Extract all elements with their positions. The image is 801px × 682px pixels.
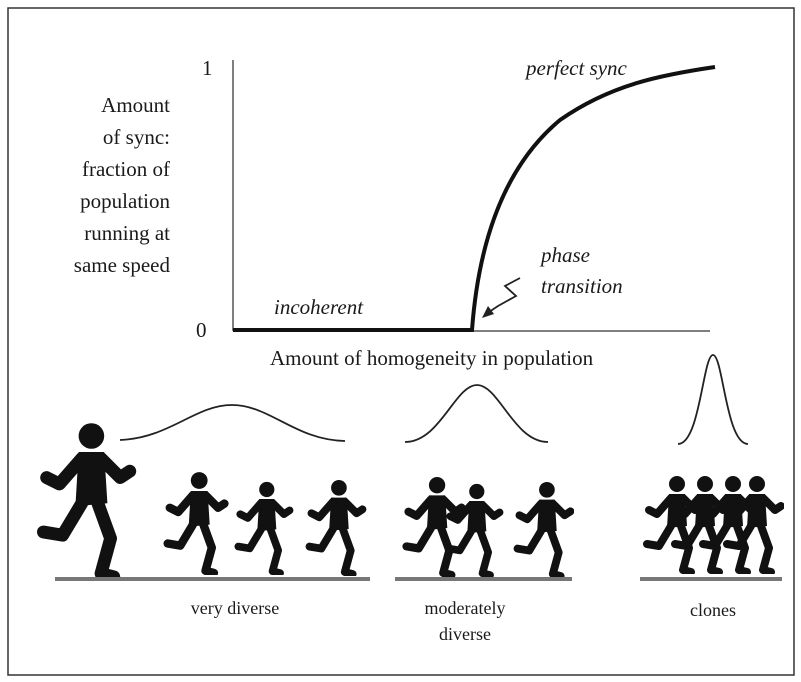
runner xyxy=(43,423,129,577)
runner xyxy=(310,480,363,574)
runner xyxy=(647,476,701,572)
x-axis-label: Amount of homogeneity in population xyxy=(270,346,594,370)
y-axis-label: Amount of sync: fraction of population r… xyxy=(74,93,171,277)
annotation: phase xyxy=(539,243,590,267)
group-label: diverse xyxy=(439,624,491,644)
y-tick-label: 0 xyxy=(196,318,207,342)
y-label-line: fraction of xyxy=(82,157,170,181)
wide-distribution xyxy=(119,404,346,442)
frame xyxy=(7,7,795,676)
group-label: clones xyxy=(690,600,736,620)
runner xyxy=(238,482,289,573)
runner xyxy=(518,482,571,576)
annotation: perfect sync xyxy=(524,56,628,80)
arrow xyxy=(485,277,521,315)
group-label: very diverse xyxy=(191,598,279,618)
y-tick-label: 1 xyxy=(202,56,213,80)
group-label: moderately xyxy=(425,598,506,618)
y-label-line: running at xyxy=(84,221,170,245)
y-label-line: Amount xyxy=(101,93,170,117)
arrowhead xyxy=(482,306,494,318)
annotation: incoherent xyxy=(274,295,364,319)
runner xyxy=(448,484,499,575)
runner xyxy=(168,472,225,573)
annotation: transition xyxy=(541,274,623,298)
medium-distribution xyxy=(404,384,549,443)
y-label-line: population xyxy=(80,189,170,213)
y-label-line: of sync: xyxy=(103,125,170,149)
runners xyxy=(43,423,781,577)
sync-curve xyxy=(233,65,716,332)
runner xyxy=(406,477,461,575)
narrow-distribution xyxy=(677,354,749,445)
y-label-line: same speed xyxy=(74,253,171,277)
